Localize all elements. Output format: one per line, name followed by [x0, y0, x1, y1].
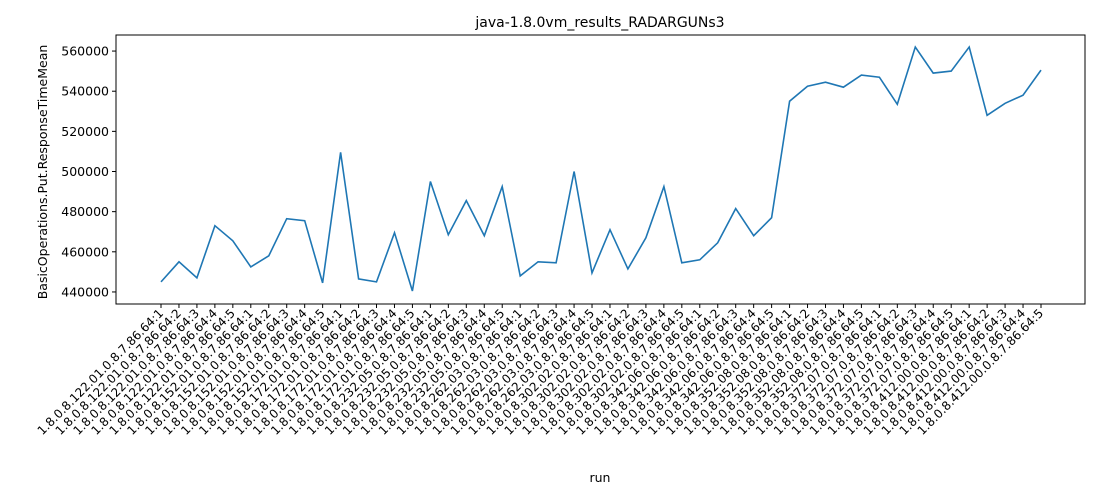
x-axis-label: run	[590, 470, 611, 485]
y-tick-label: 440000	[61, 284, 109, 299]
y-tick-label: 520000	[61, 124, 109, 139]
y-tick-label: 460000	[61, 244, 109, 259]
y-axis-ticks: 440000 460000 480000 500000 520000 540000 5600…	[61, 44, 116, 299]
series-line	[160, 45, 1042, 292]
y-tick-label: 540000	[61, 84, 109, 99]
chart-title: java-1.8.0vm_results_RADARGUNs3	[474, 15, 724, 31]
y-axis-label: BasicOperations.Put.ResponseTimeMean	[35, 45, 50, 300]
x-axis-ticks: 1.8.0.8.122.01.0.8.7.86.64:11.8.0.8.122.…	[35, 304, 1046, 438]
y-tick-label: 480000	[61, 204, 109, 219]
plot-frame	[115, 34, 1086, 305]
y-tick-label: 500000	[61, 164, 109, 179]
y-tick-label: 560000	[61, 44, 109, 59]
